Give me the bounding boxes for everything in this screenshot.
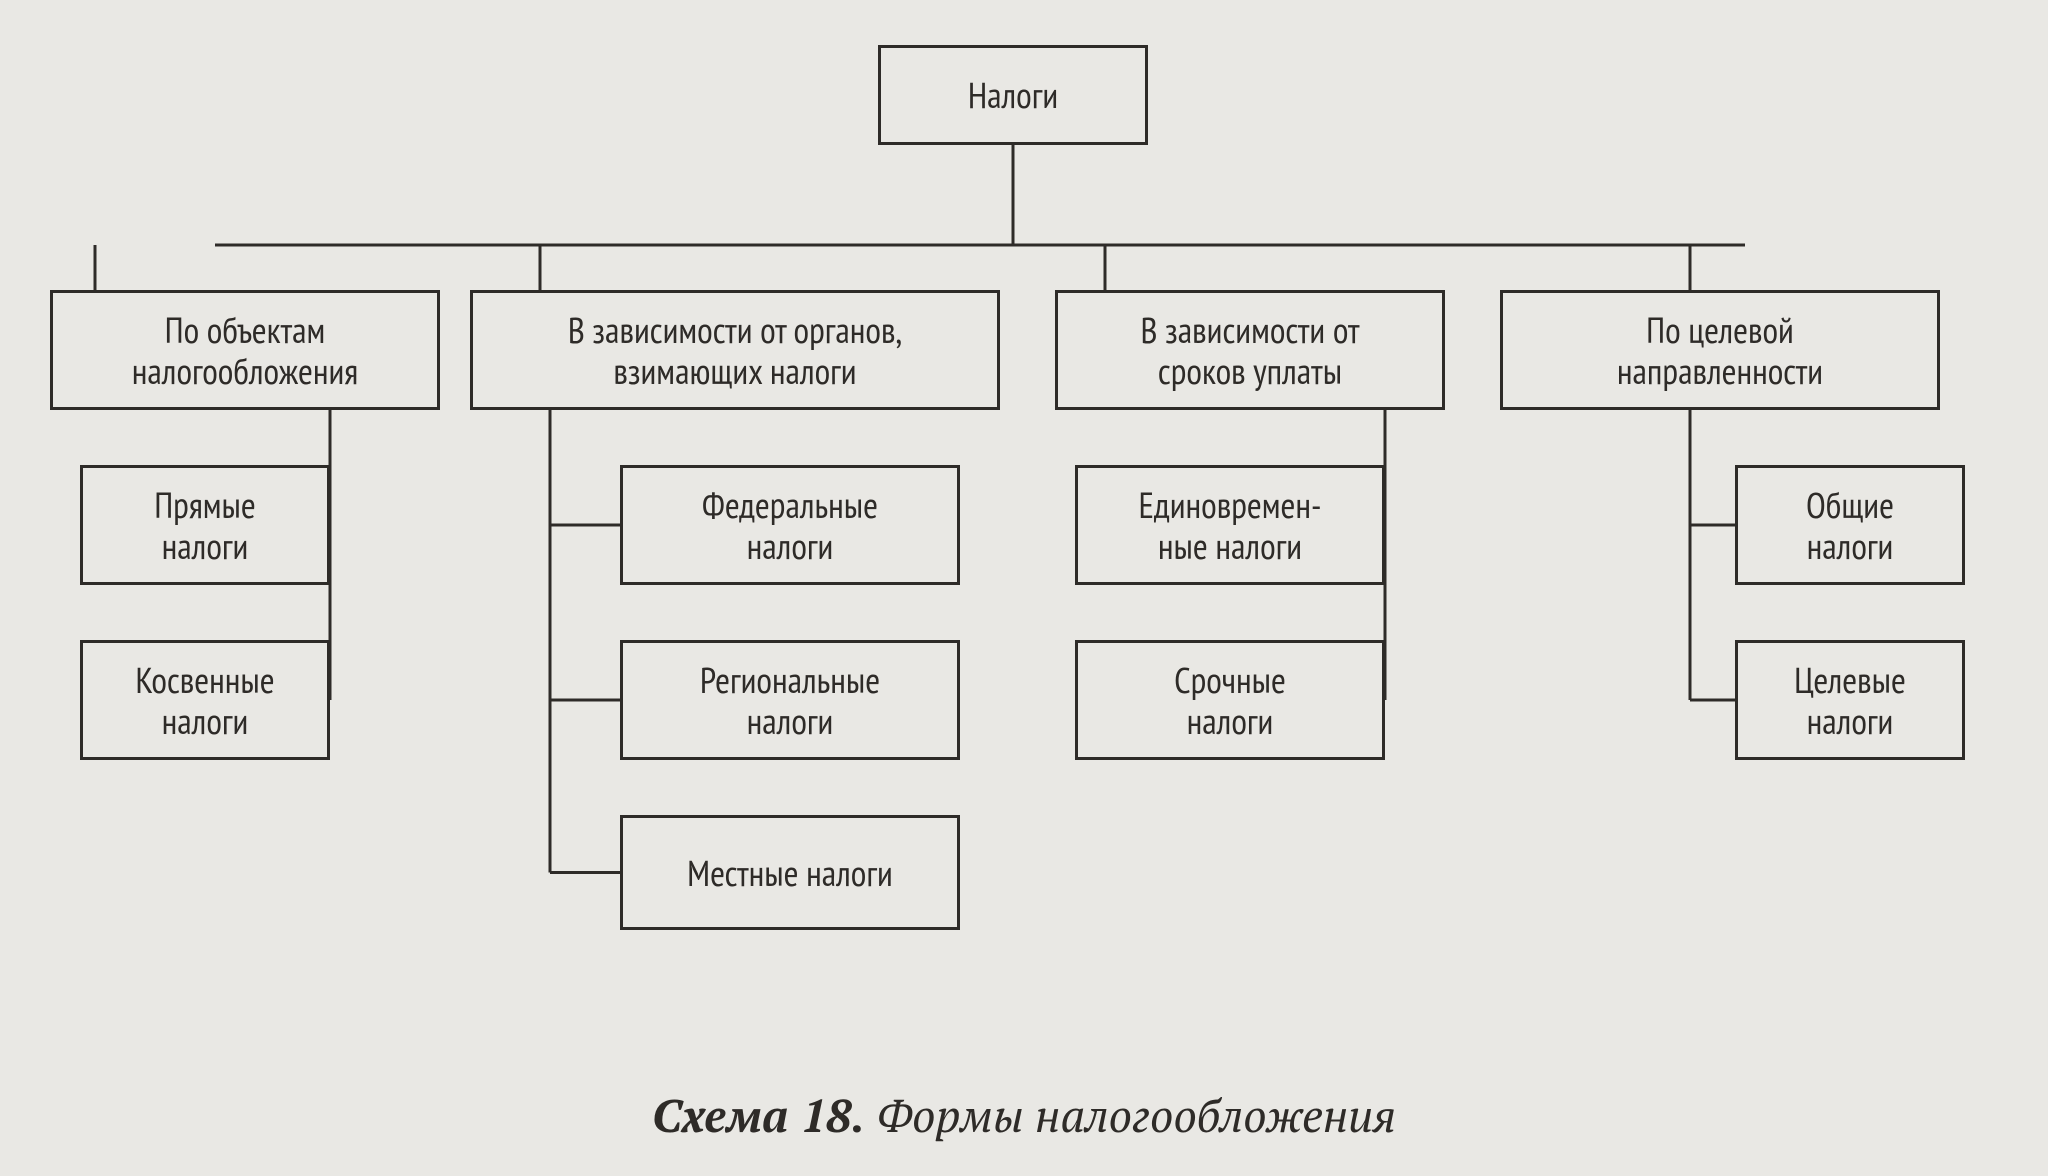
node-branch-b4: По целевой направленности: [1500, 290, 1940, 410]
node-child-c21: Федеральные налоги: [620, 465, 960, 585]
node-branch-b3: В зависимости от сроков уплаты: [1055, 290, 1445, 410]
node-child-c42: Целевые налоги: [1735, 640, 1965, 760]
caption-prefix: Схема 18.: [652, 1085, 866, 1146]
node-child-c31: Единовремен- ные налоги: [1075, 465, 1385, 585]
node-child-c22: Региональные налоги: [620, 640, 960, 760]
diagram-caption: Схема 18. Формы налогообложения: [0, 1085, 2048, 1146]
node-root: Налоги: [878, 45, 1148, 145]
node-branch-b2: В зависимости от органов, взимающих нало…: [470, 290, 1000, 410]
node-child-c41: Общие налоги: [1735, 465, 1965, 585]
node-child-c23: Местные налоги: [620, 815, 960, 930]
node-child-c12: Косвенные налоги: [80, 640, 330, 760]
node-child-c32: Срочные налоги: [1075, 640, 1385, 760]
node-child-c11: Прямые налоги: [80, 465, 330, 585]
caption-text: Формы налогообложения: [865, 1085, 1396, 1146]
connectors-layer: [0, 0, 2048, 1176]
tax-diagram: { "diagram": { "type": "tree", "backgrou…: [0, 0, 2048, 1176]
node-branch-b1: По объектам налогообложения: [50, 290, 440, 410]
